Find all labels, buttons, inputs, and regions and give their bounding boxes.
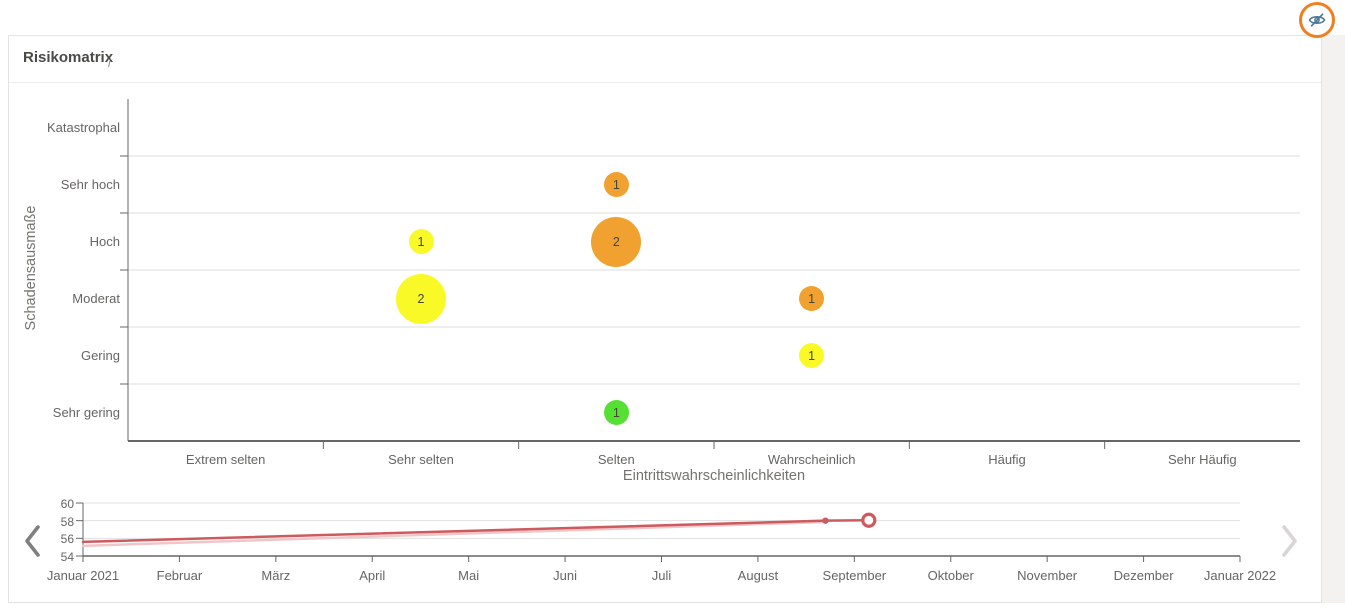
eye-off-icon [1308, 13, 1326, 27]
risk-bubble[interactable]: 1 [603, 400, 629, 425]
timeline-scroll-right-button[interactable] [1278, 523, 1304, 559]
spark-month-label: Dezember [1113, 568, 1174, 583]
info-icon[interactable]: i [108, 58, 111, 70]
risk-bubble[interactable]: 1 [408, 229, 434, 254]
y-axis-category-label: Sehr gering [52, 404, 120, 420]
x-axis-category-label: Sehr Häufig [1168, 452, 1237, 467]
risikomatrix-card: Risikomatrix i [8, 35, 1322, 603]
spark-month-label: April [359, 568, 386, 583]
risk-bubble[interactable]: 1 [799, 286, 825, 311]
risk-bubble[interactable]: 2 [591, 216, 642, 267]
spark-y-tick-label: 60 [60, 497, 74, 511]
y-axis-category-label: Moderat [72, 290, 120, 306]
x-axis-title: Eintrittswahrscheinlichkeiten [622, 468, 806, 484]
spark-month-label: Januar 2021 [46, 568, 120, 583]
y-axis-category-label: Sehr hoch [60, 176, 120, 192]
chevron-right-icon [1282, 525, 1297, 557]
y-axis-category-label: Katastrophal [47, 119, 120, 135]
page-background-strip [1322, 35, 1345, 603]
card-header: Risikomatrix i [9, 36, 1321, 83]
spark-month-label: Oktober [927, 568, 974, 583]
risk-bubble[interactable]: 1 [603, 172, 629, 197]
spark-month-label: Januar 2022 [1203, 568, 1277, 583]
toggle-visibility-button[interactable] [1299, 2, 1335, 38]
spark-y-tick-label: 58 [60, 514, 74, 529]
x-axis-category-label: Extrem selten [185, 452, 266, 467]
x-axis-category-label: Häufig [988, 452, 1026, 467]
spark-month-label: Juni [553, 568, 578, 583]
spark-month-label: September [822, 568, 887, 583]
risk-bubble[interactable]: 1 [799, 343, 825, 368]
spark-month-label: Mai [458, 568, 480, 583]
spark-y-tick-label: 56 [60, 532, 74, 547]
y-axis-category-label: Gering [80, 347, 120, 363]
x-axis-category-label: Wahrscheinlich [767, 452, 856, 467]
spark-month-label: Juli [651, 568, 672, 583]
spark-y-tick-label: 54 [60, 550, 74, 564]
timeline-scroll-left-button[interactable] [22, 523, 48, 559]
risk-bubble[interactable]: 2 [396, 273, 446, 324]
x-axis-category-label: Selten [597, 452, 635, 467]
spark-month-label: Februar [156, 568, 203, 583]
chevron-left-icon [25, 525, 40, 557]
card-title: Risikomatrix [23, 49, 114, 66]
x-axis-category-label: Sehr selten [388, 452, 454, 467]
spark-month-label: November [1017, 568, 1078, 583]
y-axis-category-label: Hoch [89, 233, 120, 249]
y-axis-title: Schadensausmaße [23, 205, 39, 331]
spark-month-label: August [737, 568, 779, 583]
spark-month-label: März [261, 568, 291, 583]
